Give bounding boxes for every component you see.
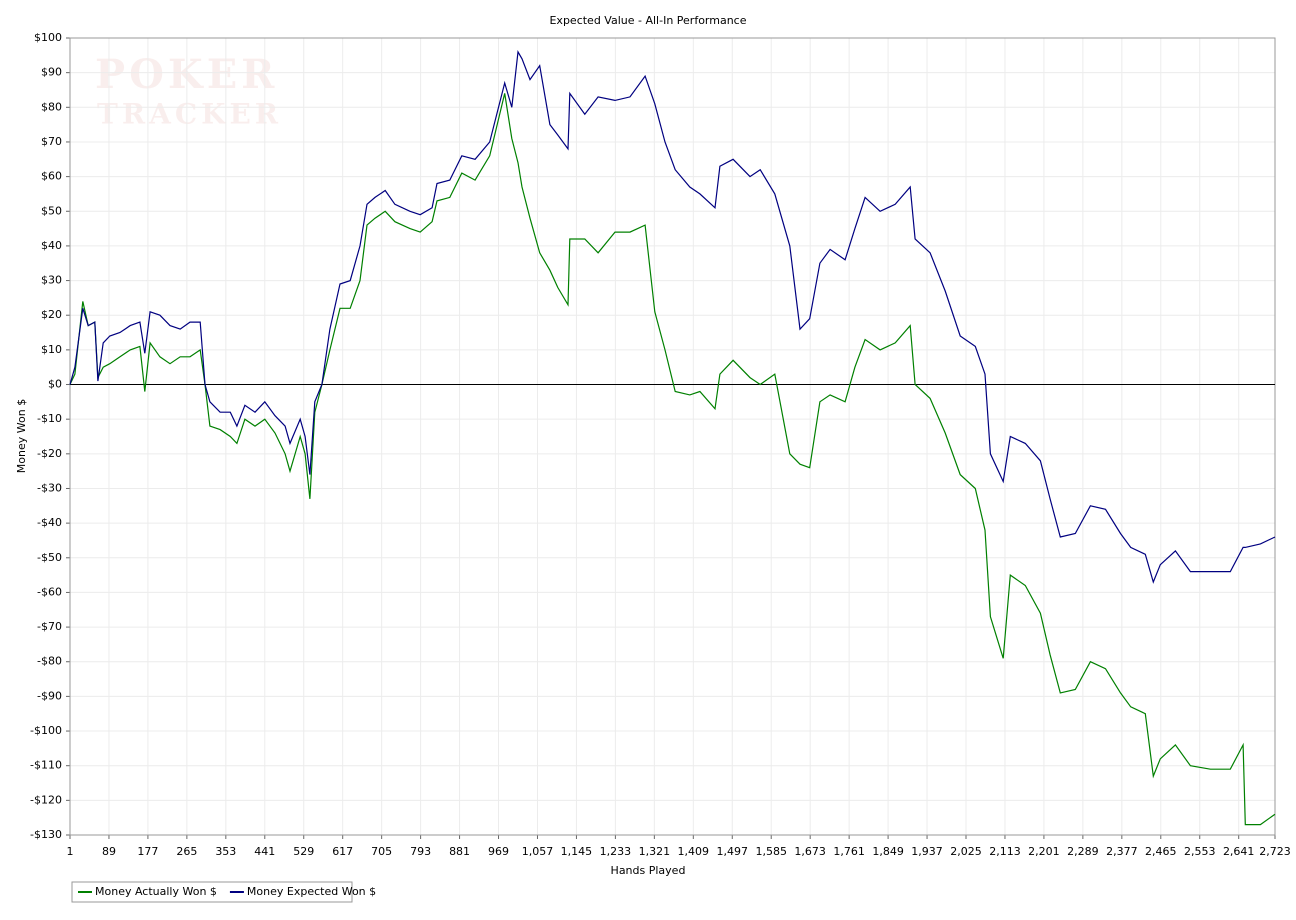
x-tick-label: 969 (488, 845, 509, 858)
y-tick-label: $70 (41, 135, 62, 148)
x-axis-label: Hands Played (611, 864, 686, 877)
legend-label: Money Expected Won $ (247, 885, 376, 898)
y-tick-label: -$50 (37, 551, 62, 564)
x-tick-label: 1,409 (678, 845, 710, 858)
series-line (69, 93, 1276, 826)
x-tick-label: 1,057 (522, 845, 554, 858)
y-tick-label: -$120 (30, 793, 62, 806)
y-tick-label: -$70 (37, 620, 62, 633)
y-tick-label: $0 (48, 378, 62, 391)
y-tick-label: $50 (41, 204, 62, 217)
y-tick-label: $80 (41, 100, 62, 113)
x-tick-label: 441 (254, 845, 275, 858)
x-tick-label: 2,201 (1028, 845, 1060, 858)
watermark: TRACKER (97, 98, 282, 131)
watermark: POKER (95, 51, 278, 98)
x-tick-label: 1,497 (717, 845, 749, 858)
x-tick-label: 353 (215, 845, 236, 858)
x-tick-label: 2,289 (1067, 845, 1099, 858)
y-tick-label: -$100 (30, 724, 62, 737)
x-tick-label: 265 (176, 845, 197, 858)
x-tick-label: 89 (102, 845, 116, 858)
x-tick-label: 617 (332, 845, 353, 858)
x-tick-label: 1,321 (639, 845, 671, 858)
y-tick-label: -$40 (37, 516, 62, 529)
y-axis-label: Money Won $ (15, 399, 28, 473)
y-tick-label: -$90 (37, 689, 62, 702)
y-tick-label: -$30 (37, 481, 62, 494)
y-tick-label: -$80 (37, 655, 62, 668)
series-line (69, 50, 1276, 584)
y-tick-label: $40 (41, 239, 62, 252)
x-tick-label: 1,849 (872, 845, 904, 858)
y-tick-label: $60 (41, 170, 62, 183)
legend (71, 881, 353, 903)
y-tick-label: $100 (34, 31, 62, 44)
x-tick-label: 881 (449, 845, 470, 858)
x-tick-label: 177 (137, 845, 158, 858)
y-tick-label: -$110 (30, 759, 62, 772)
x-tick-label: 1,233 (600, 845, 632, 858)
x-tick-label: 2,025 (950, 845, 982, 858)
x-tick-label: 529 (293, 845, 314, 858)
legend-label: Money Actually Won $ (95, 885, 217, 898)
x-tick-label: 1,145 (561, 845, 593, 858)
x-tick-label: 1,937 (911, 845, 943, 858)
x-tick-label: 2,641 (1223, 845, 1255, 858)
x-tick-label: 2,553 (1184, 845, 1216, 858)
y-tick-label: -$10 (37, 412, 62, 425)
y-tick-label: -$130 (30, 828, 62, 841)
y-tick-label: -$20 (37, 447, 62, 460)
y-tick-label: -$60 (37, 585, 62, 598)
x-tick-label: 2,377 (1106, 845, 1138, 858)
y-tick-label: $10 (41, 343, 62, 356)
x-tick-label: 2,723 (1259, 845, 1291, 858)
y-tick-label: $30 (41, 274, 62, 287)
x-tick-label: 1 (67, 845, 74, 858)
x-tick-label: 1,673 (794, 845, 826, 858)
x-tick-label: 793 (410, 845, 431, 858)
plot-border (69, 37, 1276, 836)
x-tick-label: 705 (371, 845, 392, 858)
chart-title: Expected Value - All-In Performance (549, 14, 746, 27)
x-tick-label: 1,761 (833, 845, 865, 858)
y-tick-label: $90 (41, 66, 62, 79)
x-tick-label: 1,585 (755, 845, 787, 858)
y-tick-label: $20 (41, 308, 62, 321)
x-tick-label: 2,465 (1145, 845, 1177, 858)
x-tick-label: 2,113 (989, 845, 1021, 858)
